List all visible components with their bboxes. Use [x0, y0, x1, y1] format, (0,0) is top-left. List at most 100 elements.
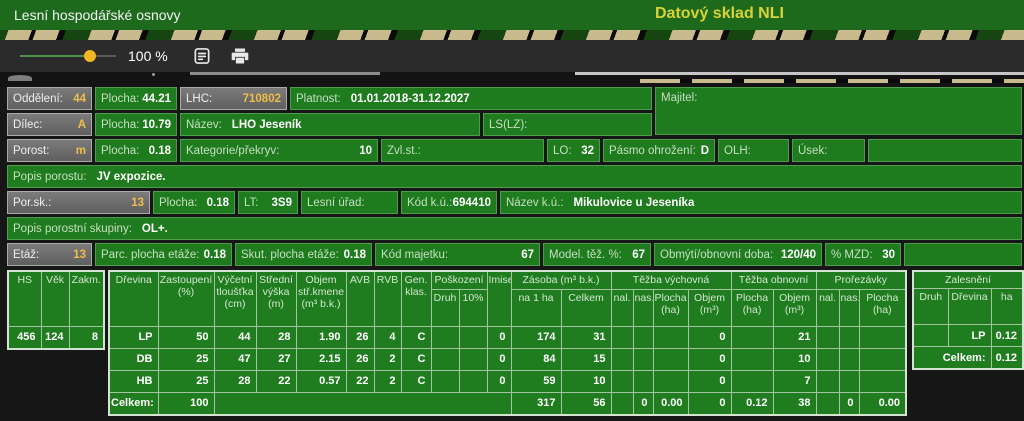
field-label: % MZD:: [831, 248, 873, 261]
field-oddeleni[interactable]: Oddělení: 44: [7, 87, 92, 110]
table-cell: 0.12: [990, 346, 1024, 370]
field-popis-skupiny: Popis porostní skupiny: OL+.: [7, 217, 1022, 240]
field-pasmo-ohrozeni: Pásmo ohrožení: D: [603, 139, 715, 162]
table-cell: 44: [213, 325, 257, 349]
table-cell: 56: [560, 391, 612, 415]
zalesneni-total-row: Celkem: 0.12: [912, 346, 1024, 370]
table-header: Zakm.: [68, 270, 105, 327]
table-cell: [838, 347, 860, 371]
field-value: 30: [882, 248, 895, 261]
table-cell: 0: [486, 369, 512, 393]
table-cell: [430, 347, 460, 371]
field-label: Pásmo ohrožení:: [609, 144, 696, 157]
table-cell: [610, 391, 634, 415]
field-value: 67: [632, 248, 645, 261]
field-value: OL+.: [141, 222, 168, 235]
table-cell: [838, 325, 860, 349]
zoom-slider[interactable]: [20, 48, 116, 64]
field-plocha-porsk: Plocha: 0.18: [153, 191, 235, 214]
table-cell: 317: [510, 391, 562, 415]
table-header: nas.: [838, 288, 860, 327]
table-header: 10%: [458, 288, 488, 327]
field-porost[interactable]: Porost: m: [7, 139, 92, 162]
table-cell: C: [400, 347, 432, 371]
map-background-strip-bottom: [0, 72, 1024, 87]
field-dilec[interactable]: Dílec: A: [7, 113, 92, 136]
table-cell: [610, 347, 634, 371]
table-header: Gen. klas.: [400, 270, 432, 327]
zalesneni-title: Zalesnění: [912, 270, 1024, 289]
print-icon[interactable]: [230, 46, 252, 66]
field-value: 13: [131, 196, 144, 209]
table-cell: [912, 324, 949, 347]
table-cell: 0.00: [652, 391, 689, 415]
map-line: [190, 72, 380, 75]
field-kategorie: Kategorie/překryv: 10: [180, 139, 378, 162]
field-label: Popis porostní skupiny:: [13, 222, 132, 235]
species-row: DB 25 47 27 2.15 26 2 C 0 84 15 0 10: [108, 347, 907, 371]
table-cell: [458, 369, 488, 393]
field-plocha-porost: Plocha: 0.18: [95, 139, 177, 162]
total-label: Celkem:: [912, 346, 992, 370]
field-majitel: Majitel:: [655, 87, 1022, 135]
table-cell: 27: [255, 347, 297, 371]
table-cell: 2.15: [295, 347, 347, 371]
table-cell: 47: [213, 347, 257, 371]
zoom-slider-thumb[interactable]: [84, 50, 96, 62]
table-cell: [858, 369, 907, 393]
table-cell: 0: [687, 391, 732, 415]
table-header: nal.: [610, 288, 634, 327]
field-label: Název k.ú.:: [506, 196, 564, 209]
table-cell: 10: [772, 347, 817, 371]
field-value: 0.18: [148, 144, 171, 157]
table-cell: 0: [687, 369, 732, 393]
field-value: 13: [73, 248, 86, 261]
table-cell: [430, 325, 460, 349]
map-contour: [640, 79, 1024, 83]
table-header: na 1 ha: [510, 288, 562, 327]
table-cell: 59: [510, 369, 562, 393]
map-blob: [8, 75, 32, 81]
table-cell: C: [400, 369, 432, 393]
field-label: Dílec:: [13, 118, 43, 131]
notes-icon[interactable]: [192, 46, 214, 66]
field-label: Název:: [186, 118, 222, 131]
table-cell: 0: [632, 391, 654, 415]
table-cell: DB: [108, 347, 159, 371]
field-nazev: Název: LHO Jeseník: [180, 113, 480, 136]
table-cell: [652, 347, 689, 371]
field-label: Obmýtí/obnovní doba:: [660, 248, 774, 261]
field-label: Kód k.ú.:: [407, 196, 453, 209]
field-zvlst: Zvl.st.:: [381, 139, 544, 162]
map-line: [575, 72, 1024, 75]
table-cell: 1.90: [295, 325, 347, 349]
table-cell: 21: [772, 325, 817, 349]
field-lesni-urad: Lesní úřad:: [301, 191, 398, 214]
field-plocha-dilec: Plocha: 10.79: [95, 113, 177, 136]
field-value: 0.18: [203, 248, 226, 261]
table-cell: 0.00: [858, 391, 907, 415]
table-header: ha: [990, 288, 1024, 325]
field-obmyti: Obmýtí/obnovní doba: 120/40: [654, 243, 822, 266]
table-cell: 25: [157, 347, 215, 371]
zalesneni-row: LP 0.12: [912, 324, 1024, 347]
field-skut-plocha: Skut. plocha etáže: 0.18: [235, 243, 372, 266]
field-label: Popis porostu:: [13, 170, 87, 183]
table-header: Dřevina: [108, 270, 159, 327]
table-header: Dřevina: [947, 288, 992, 325]
table-cell: 26: [345, 347, 375, 371]
table-header: nas.: [632, 288, 654, 327]
field-label: Plocha:: [101, 92, 140, 105]
field-label: Skut. plocha etáže:: [241, 248, 339, 261]
table-cell: HB: [108, 369, 159, 393]
field-label: Plocha:: [101, 144, 140, 157]
table-cell: [213, 391, 512, 415]
field-etaz[interactable]: Etáž: 13: [7, 243, 92, 266]
field-lhc[interactable]: LHC: 710802: [180, 87, 287, 110]
table-header: Zásoba (m³ b.k.): [510, 270, 612, 290]
table-header: HS: [7, 270, 42, 327]
field-label: Etáž:: [13, 248, 40, 261]
table-cell: 10: [560, 369, 612, 393]
table-cell: [815, 391, 840, 415]
field-porsk[interactable]: Por.sk.: 13: [7, 191, 150, 214]
